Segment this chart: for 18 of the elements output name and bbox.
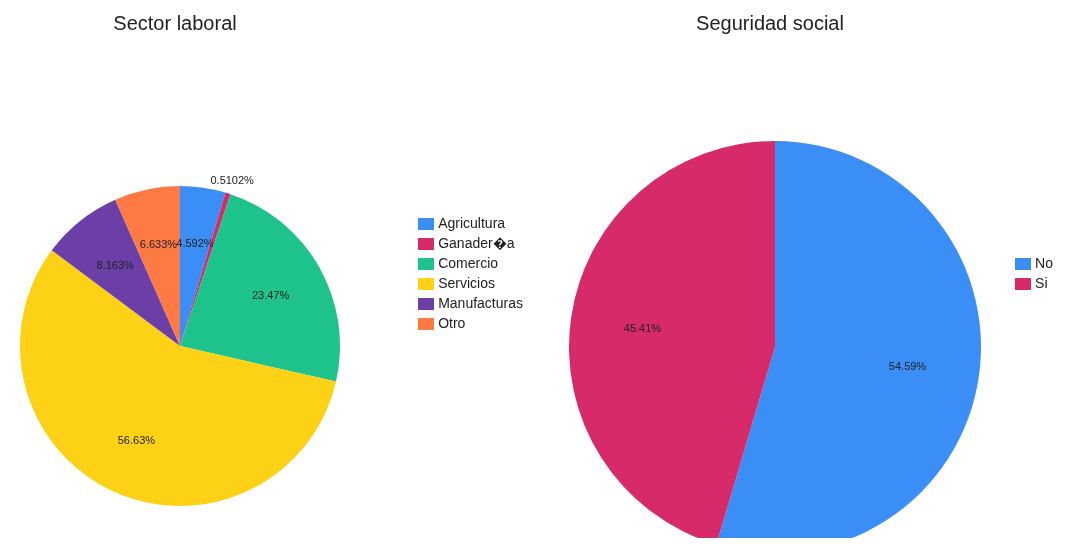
data-label: 54.59% bbox=[888, 360, 927, 373]
legend-label: No bbox=[1035, 255, 1053, 271]
legend-label: Manufacturas bbox=[438, 295, 523, 311]
data-label: 0.5102% bbox=[210, 174, 255, 187]
chart-title: Sector laboral bbox=[112, 12, 238, 35]
pie-slice bbox=[20, 250, 336, 506]
data-label: 8.163% bbox=[96, 258, 135, 271]
data-label: 6.633% bbox=[139, 238, 178, 251]
legend-label: Servicios bbox=[438, 275, 495, 291]
legend-label: Agricultura bbox=[438, 215, 506, 231]
data-label: 56.63% bbox=[117, 434, 156, 447]
data-label: 45.41% bbox=[623, 321, 662, 334]
data-label: 23.47% bbox=[251, 288, 290, 301]
legend-label: Otro bbox=[438, 315, 466, 331]
legend-label: Si bbox=[1035, 275, 1048, 291]
legend-label: Ganader�a bbox=[438, 235, 515, 251]
legend-label: Comercio bbox=[438, 255, 499, 271]
chart-title: Seguridad social bbox=[695, 12, 845, 35]
